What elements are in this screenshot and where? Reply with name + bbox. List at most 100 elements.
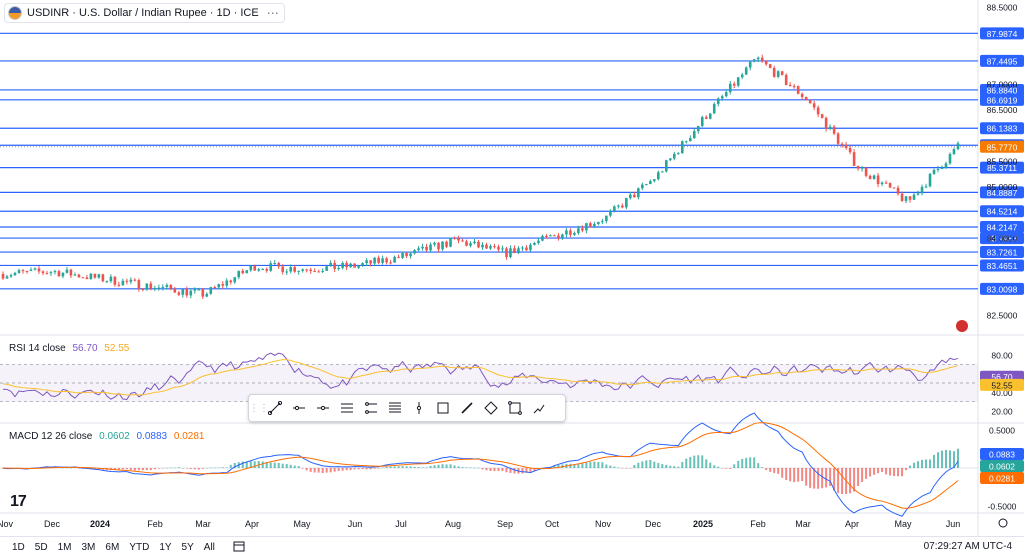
rsi-ma-label: 52.55 bbox=[991, 380, 1013, 390]
range-6m[interactable]: 6M bbox=[105, 542, 120, 553]
candle-body bbox=[129, 279, 133, 282]
candle-body bbox=[197, 289, 201, 291]
candle-body bbox=[281, 266, 285, 272]
candle-body bbox=[353, 263, 356, 268]
horizontal-line-icon[interactable] bbox=[311, 396, 335, 420]
macd-value-label: 0.0883 bbox=[989, 450, 1015, 460]
range-ytd[interactable]: YTD bbox=[129, 542, 150, 553]
price-tick: 87.0000 bbox=[987, 80, 1018, 90]
parallel-channel-icon[interactable] bbox=[335, 396, 359, 420]
macd-line bbox=[2, 412, 959, 517]
candle-body bbox=[573, 233, 576, 235]
rsi-value-label: 56.70 bbox=[991, 372, 1013, 382]
macd-histogram-bar bbox=[581, 463, 584, 468]
range-5d[interactable]: 5D bbox=[34, 542, 48, 553]
time-tick: Feb bbox=[750, 519, 766, 529]
level-label-bg bbox=[980, 246, 1024, 259]
time-tick: Jul bbox=[395, 519, 407, 529]
candle-body bbox=[325, 266, 328, 271]
range-3m[interactable]: 3M bbox=[81, 542, 96, 553]
candle-body bbox=[365, 260, 368, 264]
fib-retracement-icon[interactable] bbox=[383, 396, 407, 420]
macd-histogram-bar bbox=[253, 461, 256, 468]
macd-histogram-bar bbox=[449, 464, 452, 468]
candle-body bbox=[61, 272, 65, 277]
ray-icon[interactable] bbox=[287, 396, 311, 420]
level-label: 86.6919 bbox=[987, 95, 1018, 105]
candle-body bbox=[1, 273, 5, 279]
macd-histogram-bar bbox=[829, 468, 832, 486]
candle-body bbox=[904, 196, 908, 201]
candle-body bbox=[489, 246, 492, 249]
macd-histogram-bar bbox=[485, 468, 488, 471]
drag-handle-icon[interactable]: ⋮⋮ bbox=[249, 402, 269, 414]
range-all[interactable]: All bbox=[203, 542, 215, 553]
clock[interactable]: 07:29:27 AM UTC-4 bbox=[923, 541, 1012, 552]
macd-histogram-bar bbox=[417, 467, 420, 468]
brush-icon[interactable] bbox=[455, 396, 479, 420]
range-5y[interactable]: 5Y bbox=[181, 542, 194, 553]
symbol-header[interactable]: USDINR · U.S. Dollar / Indian Rupee · 1D… bbox=[4, 3, 285, 23]
candle-body bbox=[772, 67, 776, 77]
candle-body bbox=[800, 93, 804, 97]
candle-body bbox=[924, 186, 928, 188]
candle-body bbox=[485, 244, 488, 249]
candle-body bbox=[780, 71, 784, 75]
candle-body bbox=[876, 175, 880, 185]
more-options-icon[interactable]: ⋯ bbox=[266, 6, 279, 20]
candle-body bbox=[261, 269, 265, 271]
candle-body bbox=[505, 248, 508, 258]
candle-body bbox=[700, 117, 704, 127]
macd-histogram-bar bbox=[685, 458, 688, 468]
candle-body bbox=[720, 96, 724, 99]
arrow-icon[interactable] bbox=[527, 396, 551, 420]
macd-histogram-bar bbox=[277, 462, 280, 468]
candle-body bbox=[77, 274, 81, 278]
macd-histogram-bar bbox=[157, 468, 160, 469]
level-label: 86.8840 bbox=[987, 85, 1018, 95]
range-1d[interactable]: 1D bbox=[12, 542, 25, 553]
macd-histogram-bar bbox=[501, 468, 504, 472]
candle-body bbox=[617, 205, 620, 207]
candle-body bbox=[637, 188, 640, 198]
macd-histogram-bar bbox=[913, 462, 916, 468]
macd-histogram-bar bbox=[873, 468, 876, 475]
vertical-line-icon[interactable] bbox=[407, 396, 431, 420]
pitchfork-icon[interactable] bbox=[359, 396, 383, 420]
macd-histogram-bar bbox=[557, 464, 560, 468]
date-range-icon[interactable] bbox=[233, 540, 245, 555]
candle-body bbox=[748, 61, 752, 68]
macd-histogram-bar bbox=[633, 465, 636, 468]
candle-body bbox=[908, 196, 912, 200]
candle-body bbox=[141, 289, 145, 291]
macd-histogram-bar bbox=[825, 468, 828, 488]
level-label-bg bbox=[980, 220, 1024, 233]
macd-histogram-bar bbox=[453, 465, 456, 468]
trendline-icon[interactable] bbox=[263, 396, 287, 420]
polyline-icon[interactable] bbox=[479, 396, 503, 420]
candle-body bbox=[641, 184, 644, 189]
candle-body bbox=[760, 57, 764, 61]
candle-body bbox=[804, 96, 808, 100]
macd-histogram-bar bbox=[77, 468, 80, 469]
time-tick: May bbox=[894, 519, 912, 529]
candle-body bbox=[665, 160, 668, 172]
chart-canvas[interactable]: 87.987487.449586.884086.691986.138385.80… bbox=[0, 0, 1024, 536]
candle-body bbox=[161, 286, 165, 288]
range-1y[interactable]: 1Y bbox=[159, 542, 172, 553]
candle-body bbox=[932, 169, 936, 174]
level-label: 87.4495 bbox=[987, 56, 1018, 66]
path-icon[interactable] bbox=[503, 396, 527, 420]
candle-body bbox=[732, 83, 736, 86]
macd-histogram-bar bbox=[217, 467, 220, 469]
macd-histogram-bar bbox=[957, 448, 959, 468]
range-1m[interactable]: 1M bbox=[57, 542, 72, 553]
rectangle-icon[interactable] bbox=[431, 396, 455, 420]
macd-histogram-bar bbox=[841, 468, 844, 495]
price-tick: 85.0000 bbox=[987, 182, 1018, 192]
macd-histogram-bar bbox=[561, 464, 564, 468]
candle-body bbox=[145, 283, 149, 290]
candle-body bbox=[373, 257, 376, 264]
candle-body bbox=[277, 263, 281, 267]
macd-histogram-bar bbox=[169, 467, 172, 469]
